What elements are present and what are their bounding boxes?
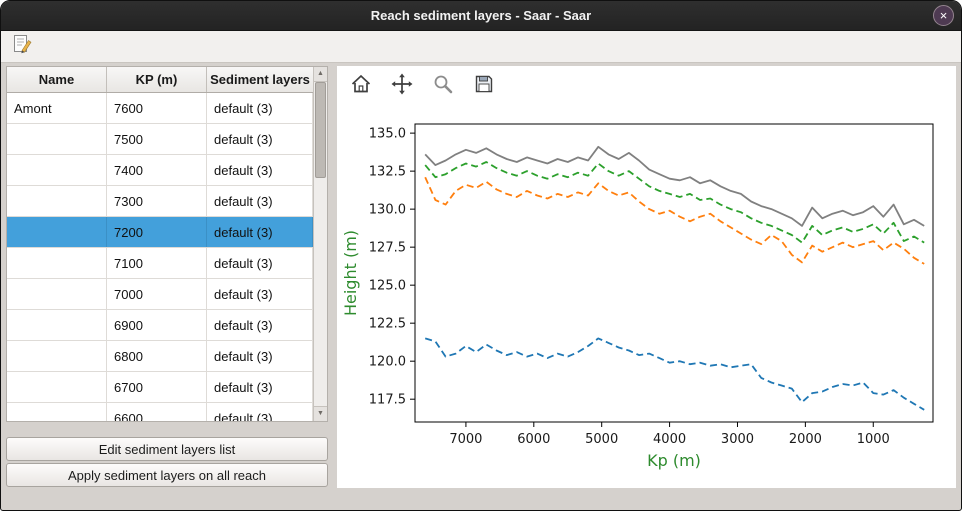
table-row[interactable]: 6600 default (3) [7, 403, 313, 421]
cell-layers: default (3) [207, 186, 313, 216]
table-body: Amont 7600 default (3) 7500 default (3) 7400 d… [7, 93, 313, 421]
svg-text:135.0: 135.0 [369, 127, 406, 142]
plot-panel: 117.5 120.0 122.5 125.0 127.5 130.0 132.5 135.0… [337, 66, 956, 488]
cell-name [7, 124, 107, 154]
cell-kp: 6700 [107, 372, 207, 402]
svg-text:2000: 2000 [789, 432, 822, 447]
svg-text:3000: 3000 [721, 432, 754, 447]
cell-name [7, 310, 107, 340]
table-row[interactable]: 6800 default (3) [7, 341, 313, 372]
svg-text:7000: 7000 [449, 432, 482, 447]
edit-sediment-layers-list-button[interactable]: Edit sediment layers list [6, 437, 328, 461]
cell-name [7, 248, 107, 278]
pan-button[interactable] [388, 73, 415, 100]
table-scrollbar[interactable]: ▲ ▼ [313, 67, 327, 421]
plot-toolbar [337, 66, 956, 98]
reach-profile-chart[interactable]: 117.5 120.0 122.5 125.0 127.5 130.0 132.5 135.0… [339, 112, 949, 482]
cell-kp: 7300 [107, 186, 207, 216]
table-row[interactable]: 7200 default (3) [7, 217, 313, 248]
cell-name [7, 279, 107, 309]
svg-text:120.0: 120.0 [369, 355, 406, 370]
svg-text:6000: 6000 [517, 432, 550, 447]
cell-layers: default (3) [207, 124, 313, 154]
scroll-down-icon[interactable]: ▼ [314, 406, 327, 421]
titlebar: Reach sediment layers - Saar - Saar × [1, 1, 961, 31]
cross-sections-table: Name KP (m) Sediment layers Amont 7600 def… [6, 66, 328, 422]
pan-icon [391, 73, 413, 100]
cell-layers: default (3) [207, 341, 313, 371]
table-row[interactable]: 6700 default (3) [7, 372, 313, 403]
column-header-sediment-layers[interactable]: Sediment layers [210, 72, 310, 87]
column-header-name[interactable]: Name [7, 67, 107, 92]
table-header-row: Name KP (m) Sediment layers [7, 67, 313, 93]
window-title: Reach sediment layers - Saar - Saar [370, 8, 592, 23]
close-icon: × [939, 8, 948, 23]
cell-name [7, 372, 107, 402]
zoom-icon [432, 73, 454, 100]
cell-kp: 7600 [107, 93, 207, 123]
scroll-up-icon[interactable]: ▲ [314, 67, 327, 82]
zoom-button[interactable] [429, 74, 456, 98]
edit-sediment-layers-button[interactable] [8, 34, 36, 60]
column-header-kp[interactable]: KP (m) [107, 67, 207, 92]
cell-layers: default (3) [207, 372, 313, 402]
svg-text:Kp (m): Kp (m) [647, 451, 701, 470]
apply-sediment-layers-button[interactable]: Apply sediment layers on all reach [6, 463, 328, 487]
cell-name: Amont [7, 93, 107, 123]
table-row[interactable]: 6900 default (3) [7, 310, 313, 341]
svg-text:5000: 5000 [585, 432, 618, 447]
table-inner: Name KP (m) Sediment layers Amont 7600 def… [7, 67, 313, 421]
cell-name [7, 217, 107, 247]
cell-kp: 7200 [107, 217, 207, 247]
cell-name [7, 403, 107, 421]
svg-text:4000: 4000 [653, 432, 686, 447]
scrollbar-thumb[interactable] [315, 82, 326, 178]
close-button[interactable]: × [933, 5, 954, 26]
cell-layers: default (3) [207, 403, 313, 421]
cell-kp: 6600 [107, 403, 207, 421]
cell-kp: 7000 [107, 279, 207, 309]
cell-layers: default (3) [207, 155, 313, 185]
cell-name [7, 155, 107, 185]
cell-layers: default (3) [207, 279, 313, 309]
main-toolbar [1, 31, 961, 63]
table-row[interactable]: Amont 7600 default (3) [7, 93, 313, 124]
svg-text:Height (m): Height (m) [341, 230, 360, 316]
table-row[interactable]: 7400 default (3) [7, 155, 313, 186]
cell-layers: default (3) [207, 248, 313, 278]
home-icon [350, 73, 372, 100]
cell-kp: 7400 [107, 155, 207, 185]
table-row[interactable]: 7100 default (3) [7, 248, 313, 279]
table-row[interactable]: 7000 default (3) [7, 279, 313, 310]
svg-text:130.0: 130.0 [369, 203, 406, 218]
cell-name [7, 341, 107, 371]
cell-kp: 6900 [107, 310, 207, 340]
save-icon [473, 73, 495, 100]
home-button[interactable] [347, 74, 374, 98]
cell-kp: 6800 [107, 341, 207, 371]
table-row[interactable]: 7500 default (3) [7, 124, 313, 155]
svg-text:122.5: 122.5 [369, 317, 406, 332]
cell-layers: default (3) [207, 310, 313, 340]
cell-kp: 7100 [107, 248, 207, 278]
save-button[interactable] [470, 74, 497, 98]
table-row[interactable]: 7300 default (3) [7, 186, 313, 217]
svg-text:117.5: 117.5 [369, 393, 406, 408]
svg-text:127.5: 127.5 [369, 241, 406, 256]
cell-kp: 7500 [107, 124, 207, 154]
cell-layers: default (3) [207, 217, 313, 247]
edit-list-icon [11, 33, 33, 60]
cell-layers: default (3) [207, 93, 313, 123]
svg-text:1000: 1000 [857, 432, 890, 447]
cell-name [7, 186, 107, 216]
svg-text:125.0: 125.0 [369, 279, 406, 294]
svg-text:132.5: 132.5 [369, 165, 406, 180]
